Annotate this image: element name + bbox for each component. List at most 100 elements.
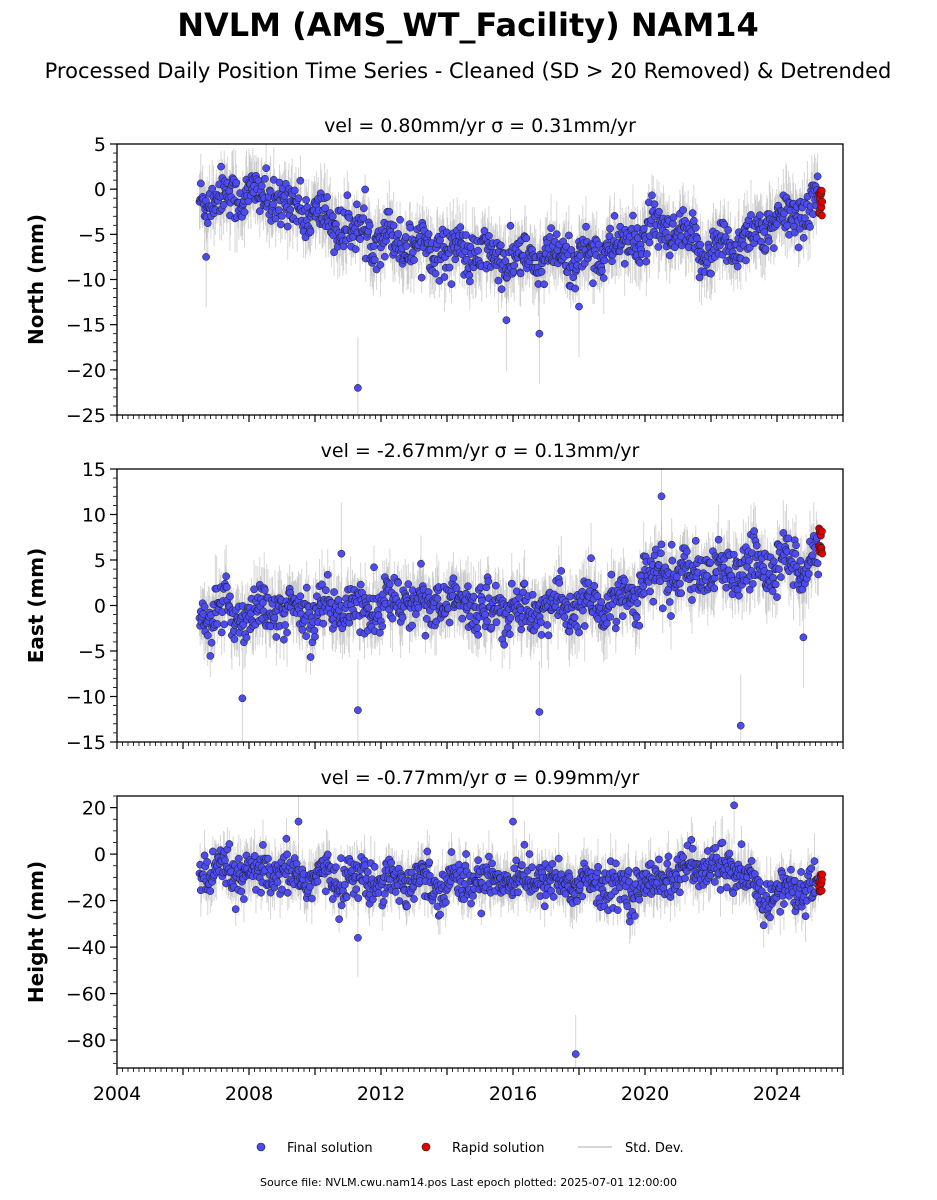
final-point <box>370 242 378 250</box>
y-tick-label: −10 <box>66 687 106 709</box>
final-point <box>474 246 482 255</box>
final-point <box>318 580 326 589</box>
final-point <box>775 565 783 574</box>
panel-2: 15 10 5 0 −5 −10 −15 vel = -2.67mm/yr σ = 0.13m… <box>24 440 844 754</box>
final-point <box>296 176 305 185</box>
figure-subtitle: Processed Daily Position Time Series - C… <box>45 59 892 83</box>
final-point <box>589 279 597 288</box>
final-point <box>555 579 564 587</box>
final-point <box>447 280 456 288</box>
final-point <box>464 582 472 591</box>
final-point <box>756 211 764 220</box>
final-point <box>509 267 518 276</box>
final-point <box>779 529 788 537</box>
final-point <box>360 204 368 213</box>
final-point <box>657 540 666 549</box>
final-point <box>745 585 754 594</box>
plot-area <box>195 469 827 742</box>
plot-area <box>195 796 827 1068</box>
final-point <box>611 624 620 633</box>
final-point <box>667 612 675 620</box>
final-point <box>203 219 212 228</box>
rapid-solution-points <box>815 186 827 220</box>
final-point <box>649 597 658 606</box>
final-point <box>294 194 303 203</box>
final-point <box>735 591 743 600</box>
y-tick-label: −5 <box>78 641 106 663</box>
final-point <box>250 585 258 594</box>
final-point <box>557 567 566 575</box>
final-point <box>633 599 642 608</box>
final-point <box>657 492 666 501</box>
final-point <box>597 266 606 275</box>
rapid-point <box>818 197 827 206</box>
final-point <box>370 255 379 264</box>
final-point <box>552 230 561 238</box>
final-point <box>683 547 691 556</box>
y-tick-label: 5 <box>94 550 106 572</box>
final-point <box>388 614 397 623</box>
final-point <box>213 620 222 628</box>
final-point <box>512 587 521 596</box>
final-point <box>669 219 677 228</box>
panel-title: vel = -2.67mm/yr σ = 0.13mm/yr <box>321 440 640 462</box>
final-point <box>543 621 552 629</box>
final-point <box>696 240 705 249</box>
final-point <box>769 244 778 252</box>
final-point <box>537 631 546 639</box>
final-point <box>353 200 361 209</box>
final-point <box>492 618 501 627</box>
final-point <box>610 212 619 220</box>
final-point <box>440 273 449 281</box>
final-point <box>679 206 687 214</box>
y-tick-label: 0 <box>94 179 106 201</box>
final-point <box>433 594 442 603</box>
final-point <box>706 558 715 567</box>
final-point <box>564 231 573 240</box>
final-point <box>691 223 700 232</box>
final-point <box>261 586 269 594</box>
final-point <box>590 581 599 590</box>
final-point <box>206 652 215 660</box>
final-point <box>742 256 750 265</box>
final-point <box>354 384 362 392</box>
final-point <box>571 284 580 293</box>
final-point <box>648 191 656 200</box>
final-point <box>668 556 677 565</box>
final-point <box>296 592 305 601</box>
final-point <box>356 580 365 589</box>
final-point <box>636 258 644 267</box>
final-point <box>458 614 467 623</box>
final-point <box>814 570 823 579</box>
final-point <box>720 220 729 229</box>
final-point <box>733 262 742 271</box>
final-point <box>769 557 778 566</box>
final-point <box>764 237 773 246</box>
final-point <box>510 261 519 270</box>
final-point <box>620 259 629 268</box>
final-point <box>597 598 606 606</box>
final-point <box>794 243 803 252</box>
final-point <box>813 559 822 568</box>
final-point <box>799 233 808 242</box>
final-point <box>445 618 454 627</box>
final-point <box>452 584 461 593</box>
final-point <box>361 185 369 194</box>
final-point <box>497 285 506 294</box>
y-axis-label: North (mm) <box>24 214 48 345</box>
final-point <box>507 579 516 588</box>
final-point <box>319 619 328 628</box>
final-point <box>707 269 715 278</box>
final-point <box>302 196 310 204</box>
final-point <box>612 617 621 626</box>
final-point <box>608 257 616 266</box>
y-axis: 15 10 5 0 −5 −10 −15 <box>66 459 117 754</box>
final-point <box>784 534 793 543</box>
final-point <box>337 549 346 558</box>
std-dev-lines <box>199 796 819 1068</box>
final-point <box>620 576 629 585</box>
y-axis: 5 0 −5 −10 −15 −20 −25 <box>66 134 117 427</box>
y-tick-label: 0 <box>94 596 106 618</box>
final-point <box>606 613 614 621</box>
final-point <box>302 632 310 640</box>
